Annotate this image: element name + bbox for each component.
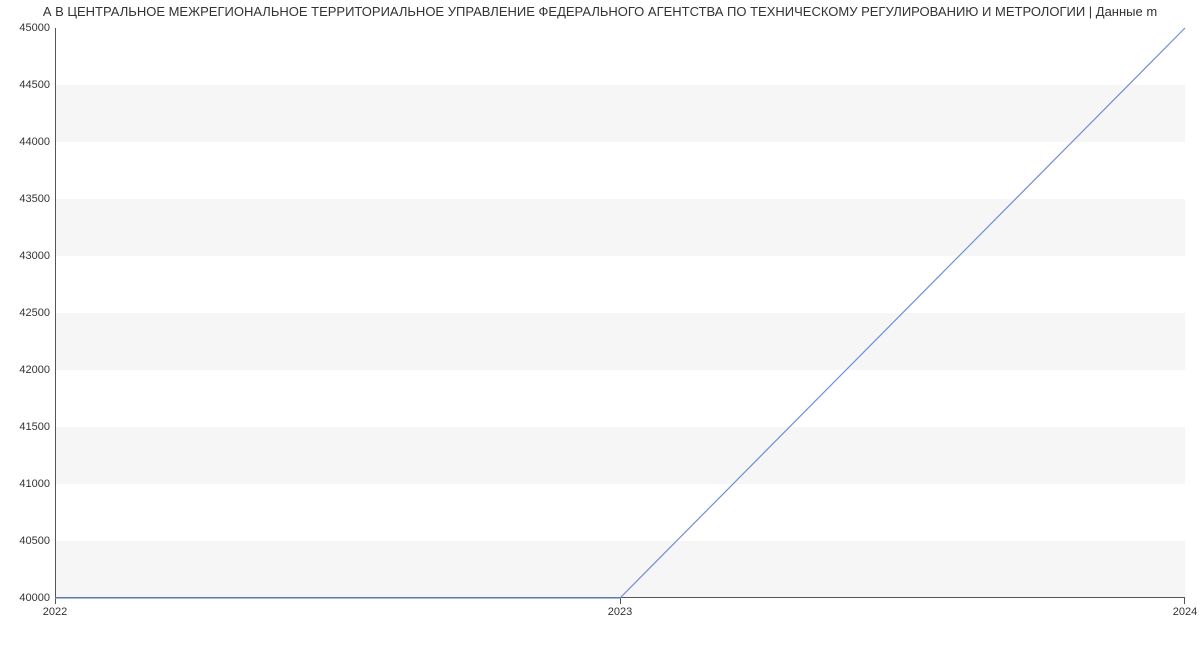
x-tick-mark (620, 598, 621, 604)
y-tick-label: 44500 (5, 79, 50, 91)
x-tick-mark (55, 598, 56, 604)
y-tick-label: 42000 (5, 364, 50, 376)
y-tick-label: 42500 (5, 307, 50, 319)
y-tick-label: 41500 (5, 421, 50, 433)
plot-area (55, 28, 1185, 598)
y-tick-label: 45000 (5, 22, 50, 34)
line-chart: А В ЦЕНТРАЛЬНОЕ МЕЖРЕГИОНАЛЬНОЕ ТЕРРИТОР… (0, 0, 1200, 650)
chart-title: А В ЦЕНТРАЛЬНОЕ МЕЖРЕГИОНАЛЬНОЕ ТЕРРИТОР… (0, 4, 1200, 19)
x-tick-label: 2024 (1173, 606, 1197, 618)
y-tick-label: 41000 (5, 478, 50, 490)
y-tick-label: 43000 (5, 250, 50, 262)
y-tick-label: 40000 (5, 592, 50, 604)
x-tick-label: 2023 (608, 606, 632, 618)
x-tick-mark (1184, 598, 1185, 604)
y-tick-label: 43500 (5, 193, 50, 205)
series-1-line (55, 28, 1185, 598)
x-tick-label: 2022 (43, 606, 67, 618)
series-line-svg (55, 28, 1185, 598)
y-tick-label: 44000 (5, 136, 50, 148)
y-tick-label: 40500 (5, 535, 50, 547)
